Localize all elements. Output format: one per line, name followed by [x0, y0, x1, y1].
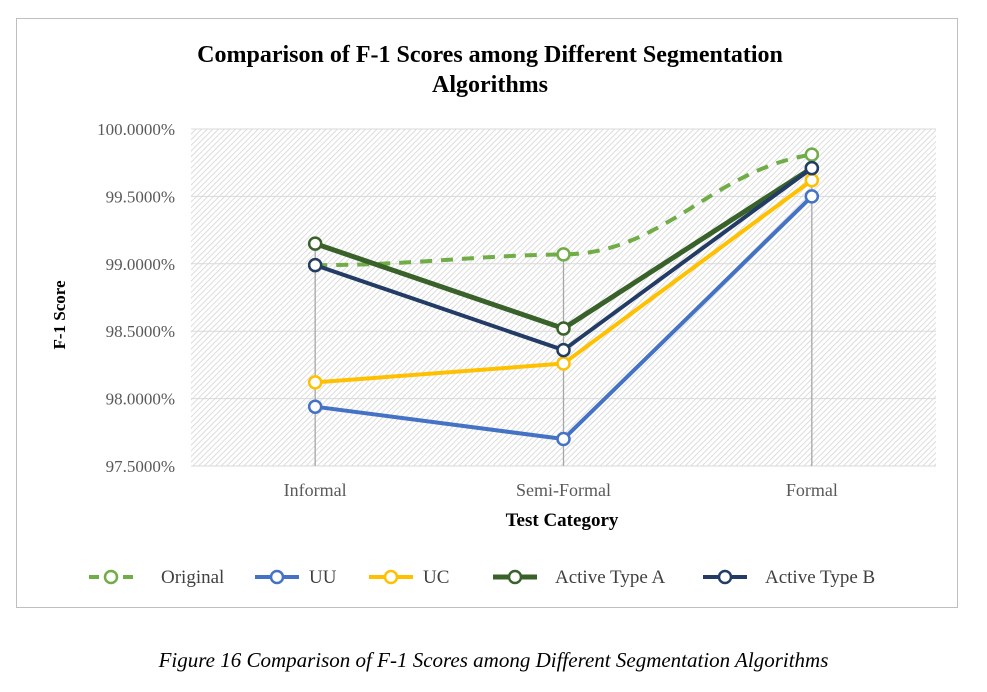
data-point: [804, 172, 820, 188]
legend-label: Active Type B: [765, 567, 875, 588]
legend-item-uc: UC: [369, 567, 449, 588]
y-tick-label: 99.5000%: [106, 187, 175, 206]
data-point: [556, 247, 571, 262]
legend-item-active-type-b: Active Type B: [703, 567, 875, 588]
legend-label: UC: [423, 567, 449, 588]
x-axis-title: Test Category: [506, 510, 619, 531]
legend-label: Active Type A: [555, 567, 665, 588]
y-tick-label: 98.5000%: [106, 322, 175, 341]
legend-swatch-marker: [717, 569, 733, 585]
y-tick-labels: 97.5000% 98.0000% 98.5000% 99.0000% 99.5000%…: [97, 120, 175, 476]
chart-title-line-1: Comparison of F-1 Scores among Different…: [197, 42, 783, 68]
data-point: [307, 257, 323, 273]
y-tick-label: 97.5000%: [106, 457, 175, 476]
data-point: [307, 399, 323, 414]
legend-swatch-marker: [103, 569, 119, 585]
chart-title-line-2: Algorithms: [432, 72, 548, 98]
data-point: [804, 189, 820, 204]
x-tick-label: Semi-Formal: [516, 480, 611, 500]
y-tick-label: 98.0000%: [106, 390, 175, 409]
data-point: [556, 321, 571, 336]
legend-swatch-marker: [507, 569, 523, 585]
x-tick-label: Formal: [786, 480, 838, 500]
legend-label: Original: [161, 567, 224, 588]
x-tick-label: Informal: [284, 480, 347, 500]
chart-frame: Comparison of F-1 Scores among Different…: [16, 18, 958, 608]
data-point: [556, 356, 571, 371]
figure-caption: Figure 16 Comparison of F-1 Scores among…: [158, 648, 829, 672]
series-group: [307, 147, 820, 447]
y-tick-label: 100.0000%: [97, 120, 175, 139]
y-tick-label: 99.0000%: [106, 255, 175, 274]
data-point: [307, 236, 323, 251]
line-chart: Comparison of F-1 Scores among Different…: [50, 42, 936, 588]
series-active-type-b: [307, 160, 820, 358]
legend-item-original: Original: [89, 567, 224, 588]
data-point: [556, 342, 571, 358]
x-tick-labels: Informal Semi-Formal Formal: [284, 480, 838, 500]
legend-swatch-marker: [383, 569, 399, 585]
data-point: [556, 431, 571, 447]
legend: Original UU UC Active Type A Active Type B: [89, 567, 875, 588]
legend-item-uu: UU: [255, 567, 337, 588]
legend-swatch-marker: [269, 569, 285, 585]
data-point: [307, 375, 323, 390]
legend-label: UU: [309, 567, 337, 588]
y-axis-title: F-1 Score: [50, 280, 69, 350]
data-point: [804, 160, 820, 176]
legend-item-active-type-a: Active Type A: [493, 567, 665, 588]
series-line-original: [315, 152, 813, 268]
series-uu: [307, 189, 820, 447]
data-point: [804, 147, 820, 162]
